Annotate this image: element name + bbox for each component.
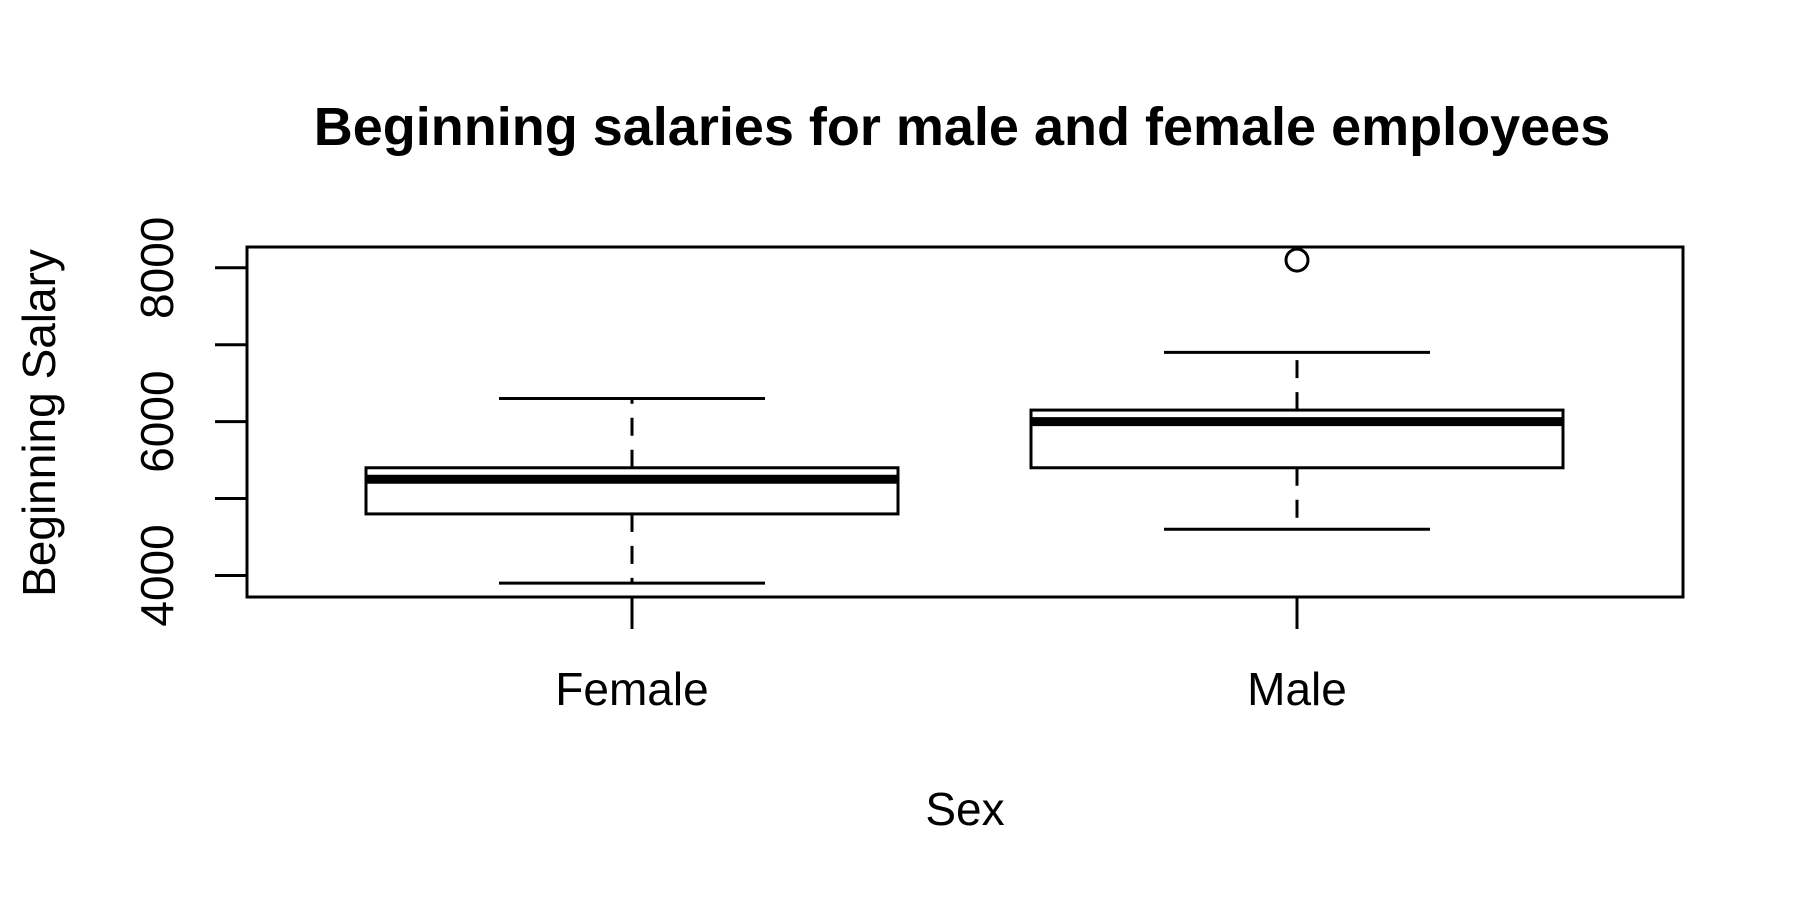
box-iqr: [364, 466, 900, 516]
x-axis: Female Male: [555, 597, 1347, 715]
outlier-point: [1284, 247, 1310, 273]
y-tick-label: 6000: [131, 370, 183, 472]
chart-title: Beginning salaries for male and female e…: [314, 97, 1610, 157]
box-group-male: [1029, 247, 1565, 531]
boxes: [364, 247, 1565, 585]
x-tick-label: Female: [555, 663, 708, 715]
y-axis-label: Beginning Salary: [13, 249, 65, 597]
y-tick-label: 4000: [131, 524, 183, 626]
x-axis-label: Sex: [925, 783, 1004, 835]
box-group-female: [364, 397, 900, 585]
y-tick-label: 8000: [131, 217, 183, 319]
x-tick-label: Male: [1247, 663, 1347, 715]
y-axis: 4000 6000 8000: [131, 217, 249, 627]
